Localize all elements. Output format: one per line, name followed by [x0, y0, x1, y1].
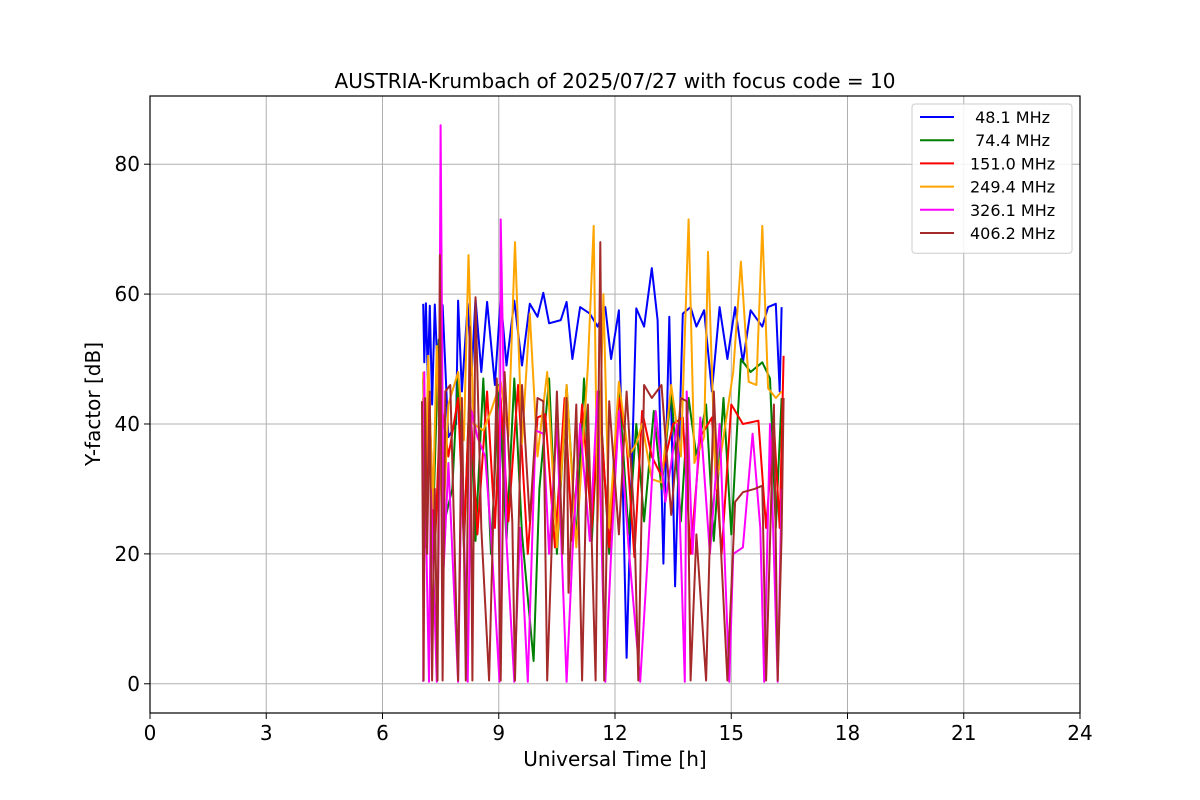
x-tick-label: 3: [260, 721, 273, 745]
y-axis-label: Y-factor [dB]: [81, 342, 105, 467]
y-tick-label: 80: [115, 152, 140, 176]
legend-label: 151.0 MHz: [970, 154, 1055, 173]
x-tick-label: 18: [835, 721, 860, 745]
y-axis: 0 20 40 60 80: [115, 152, 150, 696]
legend-label: 326.1 MHz: [970, 201, 1055, 220]
x-axis: 0 3 6 9 12 15 18 21 24: [144, 713, 1093, 745]
y-tick-label: 0: [127, 672, 140, 696]
series-line-3: [422, 218, 783, 549]
x-tick-label: 6: [376, 721, 389, 745]
y-tick-label: 40: [115, 412, 140, 436]
y-tick-label: 60: [115, 282, 140, 306]
x-tick-label: 0: [144, 721, 157, 745]
x-tick-label: 15: [719, 721, 744, 745]
x-axis-label: Universal Time [h]: [523, 747, 706, 771]
x-tick-label: 12: [602, 721, 627, 745]
legend-label: 406.2 MHz: [970, 224, 1055, 243]
series-line-4: [422, 124, 783, 683]
legend-label: 249.4 MHz: [970, 178, 1055, 197]
legend-label: 48.1 MHz: [970, 108, 1050, 127]
x-tick-label: 24: [1067, 721, 1092, 745]
legend-label: 74.4 MHz: [970, 131, 1050, 150]
legend-box: [911, 103, 1073, 254]
legend: 48.1 MHz 74.4 MHz 151.0 MHz 249.4 MHz 326.1…: [911, 103, 1073, 254]
x-tick-label: 9: [492, 721, 505, 745]
chart-title: AUSTRIA-Krumbach of 2025/07/27 with focu…: [335, 69, 896, 93]
x-tick-label: 21: [951, 721, 976, 745]
series-line-5: [421, 241, 785, 682]
y-tick-label: 20: [115, 542, 140, 566]
